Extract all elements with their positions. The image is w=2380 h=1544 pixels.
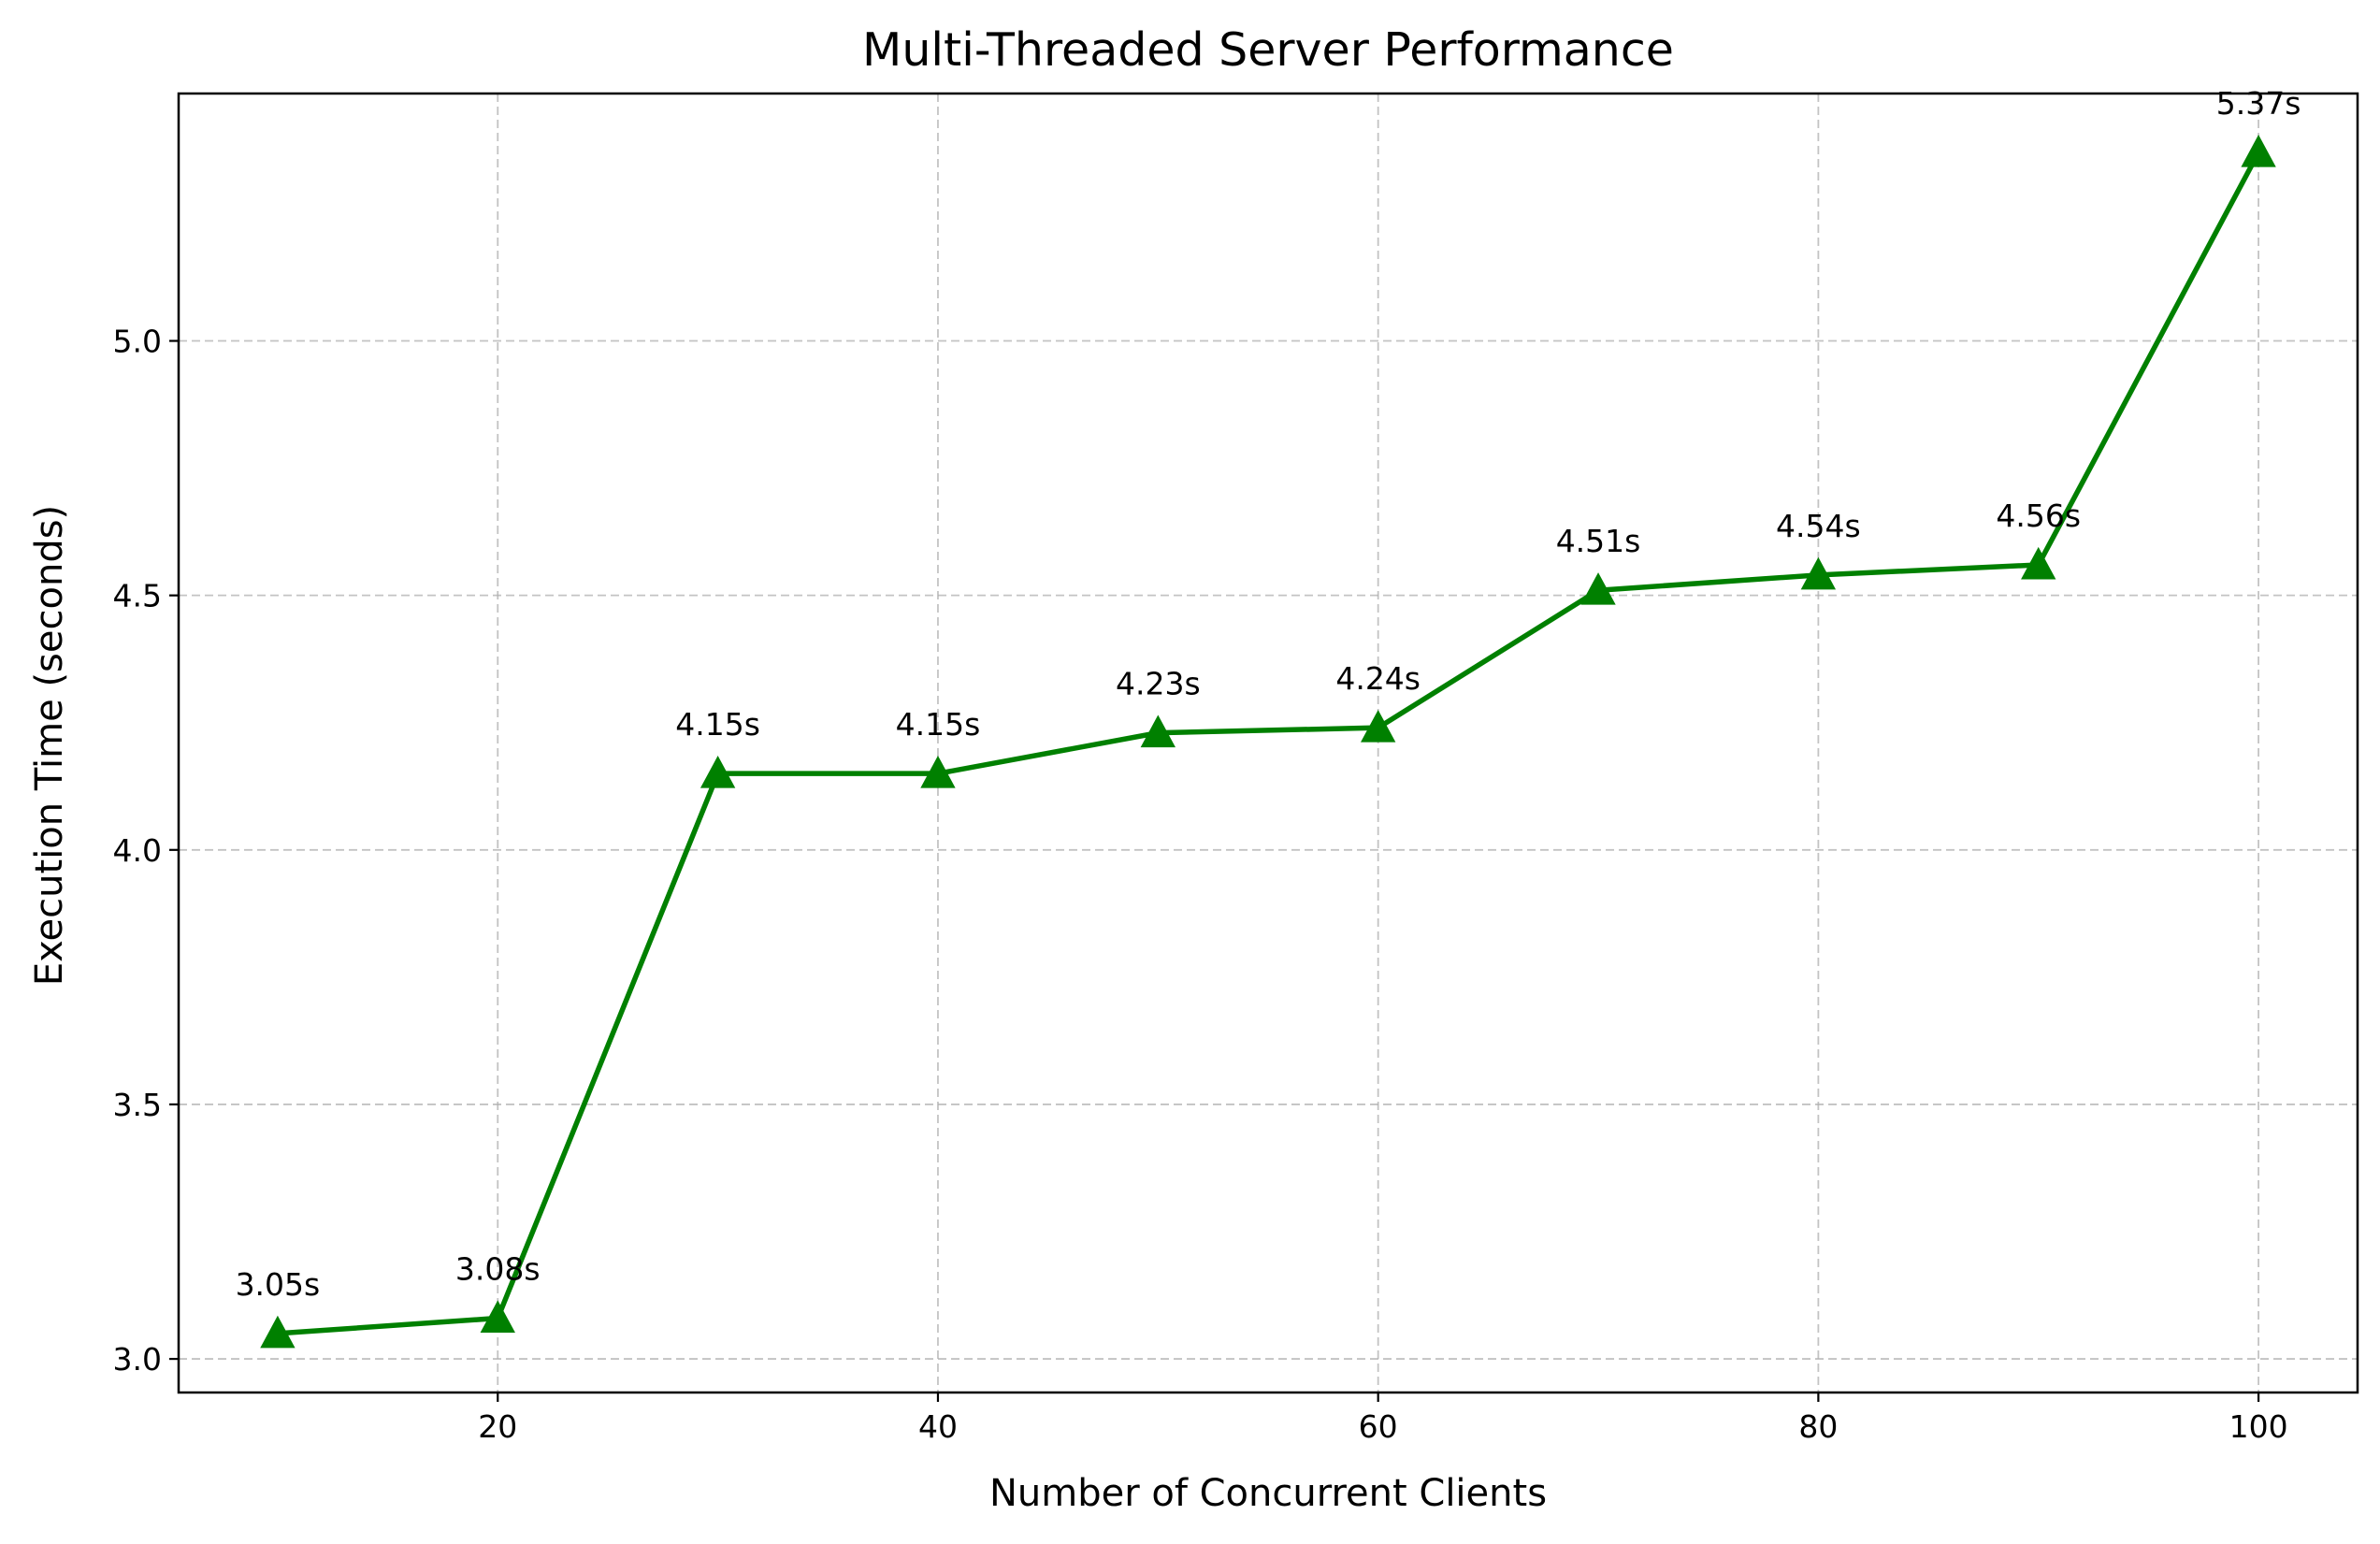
axes: 20 40 60 80 100 3.0 3.5 4.0 4.5 5.0	[113, 92, 2359, 1445]
x-tick-label: 20	[478, 1408, 517, 1445]
data-point-marker	[1360, 710, 1396, 743]
y-tick-label: 5.0	[113, 324, 162, 360]
data-label: 4.24s	[1335, 660, 1421, 697]
series-line	[277, 151, 2261, 1336]
y-tick-label: 4.5	[113, 578, 162, 614]
x-tick-label: 60	[1359, 1408, 1398, 1445]
data-point-marker	[480, 1300, 515, 1333]
data-point-marker	[1140, 714, 1176, 748]
data-label: 4.15s	[896, 706, 981, 743]
data-labels: 3.05s 3.08s 4.15s 4.15s 4.23s 4.24s 4.51s 4.54s…	[236, 85, 2301, 1303]
y-tick-label: 4.0	[113, 832, 162, 869]
x-tick-label: 100	[2229, 1408, 2288, 1445]
data-point-marker	[700, 756, 736, 788]
grid	[179, 94, 2358, 1392]
data-point-marker	[920, 756, 956, 788]
y-tick-label: 3.0	[113, 1341, 162, 1378]
y-axis-label: Execution Time (seconds)	[28, 505, 71, 986]
data-label: 4.54s	[1776, 508, 1861, 544]
data-label: 3.08s	[455, 1251, 541, 1288]
data-point-marker	[1800, 556, 1837, 590]
data-label: 4.15s	[675, 706, 760, 743]
data-point-marker	[2021, 546, 2056, 580]
chart-title: Multi-Threaded Server Performance	[862, 23, 1674, 77]
data-point-marker	[2241, 135, 2276, 167]
data-label: 3.05s	[236, 1266, 321, 1303]
x-tick-label: 40	[918, 1408, 958, 1445]
data-point-marker	[260, 1315, 296, 1349]
y-tick-label: 3.5	[113, 1087, 162, 1123]
data-label: 4.51s	[1556, 523, 1641, 559]
x-tick-label: 80	[1798, 1408, 1838, 1445]
data-point-marker	[1580, 572, 1616, 605]
data-label: 5.37s	[2216, 85, 2301, 122]
series-layer	[260, 135, 2276, 1349]
data-label: 4.56s	[1996, 498, 2081, 534]
plot-frame	[177, 92, 2359, 1394]
x-axis-label: Number of Concurrent Clients	[989, 1472, 1547, 1515]
data-label: 4.23s	[1116, 666, 1201, 702]
